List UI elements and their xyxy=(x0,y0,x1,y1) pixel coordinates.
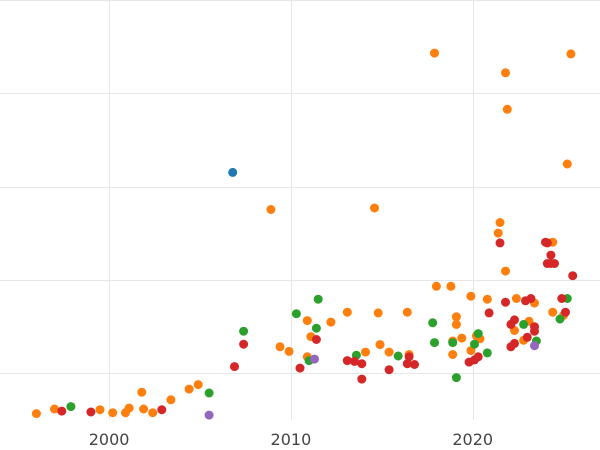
x-tick-labels: 2000 2010 2020 xyxy=(89,430,493,449)
data-point-red-0 xyxy=(57,406,67,416)
data-point-red-7 xyxy=(342,356,352,366)
data-point-green-1 xyxy=(204,388,214,398)
data-point-green-13 xyxy=(470,339,479,349)
data-point-orange-0 xyxy=(31,409,41,419)
data-point-red-1 xyxy=(86,407,96,417)
data-point-red-24 xyxy=(510,315,519,325)
data-point-purple-0 xyxy=(204,410,214,420)
data-point-red-26 xyxy=(522,332,532,342)
data-point-orange-16 xyxy=(302,316,312,326)
data-point-orange-8 xyxy=(148,408,158,418)
data-point-red-8 xyxy=(350,356,359,366)
data-point-orange-2 xyxy=(95,405,105,415)
data-point-blue-0 xyxy=(228,167,238,177)
data-point-orange-1 xyxy=(50,404,59,414)
data-point-red-10 xyxy=(357,374,367,384)
data-point-orange-6 xyxy=(137,387,147,397)
data-point-red-35 xyxy=(550,259,559,268)
data-point-orange-46 xyxy=(511,294,521,303)
data-point-orange-5 xyxy=(124,403,134,413)
data-point-red-9 xyxy=(357,359,367,369)
data-point-orange-33 xyxy=(451,319,461,329)
data-point-green-10 xyxy=(430,338,439,348)
data-point-orange-18 xyxy=(326,317,336,327)
data-point-orange-14 xyxy=(284,346,294,356)
x-tick-label-2: 2020 xyxy=(452,430,493,449)
data-point-green-5 xyxy=(311,323,321,333)
data-point-orange-25 xyxy=(402,307,412,317)
data-point-red-17 xyxy=(473,352,483,362)
data-point-green-9 xyxy=(428,318,438,328)
data-point-orange-9 xyxy=(166,395,176,405)
data-point-purple-2 xyxy=(530,341,539,351)
data-point-red-29 xyxy=(530,322,539,332)
data-point-orange-20 xyxy=(361,347,370,357)
data-point-red-3 xyxy=(230,362,239,372)
data-point-orange-27 xyxy=(430,48,439,58)
data-point-red-18 xyxy=(484,308,494,318)
data-point-orange-43 xyxy=(501,68,510,78)
data-point-red-6 xyxy=(311,335,321,344)
data-point-red-4 xyxy=(239,339,249,349)
data-point-red-5 xyxy=(295,363,305,373)
data-point-red-19 xyxy=(495,238,505,248)
data-point-orange-7 xyxy=(139,404,149,414)
data-point-orange-19 xyxy=(342,307,352,317)
data-point-orange-28 xyxy=(431,281,441,291)
data-point-orange-51 xyxy=(548,307,558,317)
data-point-green-3 xyxy=(291,309,301,319)
data-point-orange-22 xyxy=(373,308,383,318)
grid-layer xyxy=(0,0,600,420)
points-layer xyxy=(31,48,578,420)
data-point-red-33 xyxy=(546,250,556,260)
data-point-orange-54 xyxy=(566,49,576,59)
data-point-orange-53 xyxy=(562,159,572,169)
data-point-green-0 xyxy=(66,402,76,412)
data-point-orange-39 xyxy=(482,294,492,304)
data-point-green-18 xyxy=(555,314,565,324)
data-point-orange-40 xyxy=(493,228,503,238)
data-point-red-11 xyxy=(384,365,394,375)
data-point-orange-36 xyxy=(466,291,476,301)
data-point-orange-12 xyxy=(266,205,276,214)
data-point-orange-30 xyxy=(448,350,458,359)
data-point-red-27 xyxy=(526,294,536,303)
data-point-red-12 xyxy=(402,359,412,369)
data-point-red-31 xyxy=(542,238,552,248)
data-point-orange-24 xyxy=(384,347,394,357)
data-point-green-8 xyxy=(393,351,403,361)
data-point-red-14 xyxy=(410,360,419,369)
x-tick-label-1: 2010 xyxy=(271,430,312,449)
data-point-red-38 xyxy=(568,271,578,281)
data-point-orange-11 xyxy=(193,380,203,390)
data-point-orange-29 xyxy=(446,281,456,291)
data-point-green-16 xyxy=(519,319,529,329)
data-point-green-14 xyxy=(473,329,483,339)
data-point-orange-10 xyxy=(184,384,194,394)
data-point-purple-1 xyxy=(310,354,319,364)
data-point-orange-23 xyxy=(375,340,385,350)
data-point-green-15 xyxy=(482,348,492,358)
data-point-red-36 xyxy=(557,294,567,303)
data-point-green-6 xyxy=(313,294,323,304)
data-point-green-2 xyxy=(239,326,249,336)
data-point-orange-21 xyxy=(370,203,379,213)
data-point-orange-3 xyxy=(108,408,118,418)
data-point-red-37 xyxy=(561,307,570,317)
data-point-green-11 xyxy=(448,338,458,348)
data-point-red-23 xyxy=(510,338,519,348)
data-point-orange-44 xyxy=(502,104,512,114)
data-point-red-13 xyxy=(404,352,414,362)
data-point-orange-32 xyxy=(451,312,461,322)
data-point-orange-42 xyxy=(501,266,510,276)
data-point-orange-41 xyxy=(495,218,505,227)
data-point-orange-34 xyxy=(457,333,467,343)
data-point-green-12 xyxy=(451,373,461,383)
data-point-red-2 xyxy=(157,405,167,415)
data-point-red-20 xyxy=(501,297,510,307)
data-point-orange-13 xyxy=(275,342,285,352)
x-tick-label-0: 2000 xyxy=(89,430,130,449)
